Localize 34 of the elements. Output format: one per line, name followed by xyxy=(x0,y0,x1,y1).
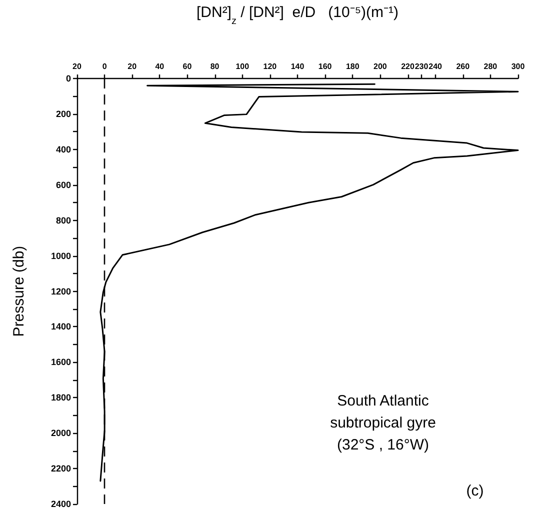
y-tick-label: 2000 xyxy=(50,428,71,438)
x-tick-label: 200 xyxy=(374,62,388,71)
x-tick-label: 240 xyxy=(428,62,443,71)
x-tick-label: 80 xyxy=(210,62,220,71)
x-tick-label: 60 xyxy=(182,62,192,71)
x-tick-label: 40 xyxy=(155,62,165,71)
y-tick-label: 1400 xyxy=(50,322,71,332)
x-tick-label: 280 xyxy=(484,62,498,71)
y-tick-label: 0 xyxy=(66,74,71,84)
y-tick-label: 400 xyxy=(56,144,71,154)
y-axis-title: Pressure (db) xyxy=(10,246,28,337)
x-tick-label: 100 xyxy=(236,62,250,71)
y-tick-label: 1800 xyxy=(50,392,71,403)
x-tick-label: 230 xyxy=(414,62,429,71)
x-tick-label: 20 xyxy=(72,62,82,71)
annotation: South Atlantic subtropical gyre (32°S , 16°W) xyxy=(330,392,436,454)
annotation: (c) xyxy=(466,482,484,500)
y-tick-label: 2200 xyxy=(50,464,71,474)
x-tick-label: 140 xyxy=(290,62,305,71)
x-tick-label: 20 xyxy=(128,62,138,71)
x-tick-label: 220 xyxy=(401,62,415,71)
y-tick-label: 200 xyxy=(56,108,71,119)
y-tick-label: 2400 xyxy=(50,499,71,509)
x-tick-label: 300 xyxy=(511,62,526,71)
y-tick-label: 800 xyxy=(56,215,71,226)
y-tick-label: 1600 xyxy=(50,357,71,368)
x-tick-label: 160 xyxy=(318,62,332,71)
x-tick-label: 260 xyxy=(456,62,470,71)
x-tick-label: 0 xyxy=(102,62,108,71)
x-tick-label: 180 xyxy=(346,62,360,71)
x-tick-label: 120 xyxy=(263,62,278,71)
y-tick-label: 1000 xyxy=(50,250,71,261)
y-tick-label: 600 xyxy=(56,180,71,190)
y-tick-label: 1200 xyxy=(50,286,71,296)
